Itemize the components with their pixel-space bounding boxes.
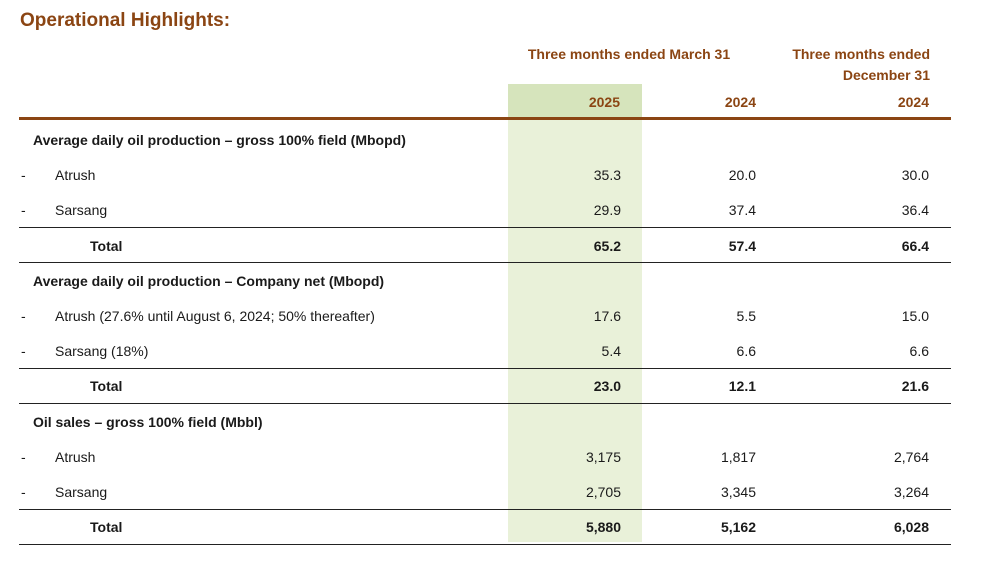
total-top-rule — [19, 368, 951, 369]
value-q1-2025: 65.2 — [593, 237, 621, 254]
header-year-2024-q1: 2024 — [724, 94, 756, 110]
value-q1-2025: 3,175 — [585, 448, 621, 465]
row-dash: - — [21, 308, 26, 324]
section-header-row: Average daily oil production – Company n… — [0, 263, 981, 298]
value-q4-2024: 66.4 — [901, 237, 929, 254]
section-label: Oil sales – gross 100% field (Mbbl) — [33, 413, 263, 430]
value-q4-2024: 30.0 — [901, 167, 929, 184]
table-row: - Sarsang 2,705 3,345 3,264 — [0, 474, 981, 509]
highlight-column — [508, 84, 642, 542]
value-q1-2024: 20.0 — [728, 167, 756, 184]
value-q1-2024: 57.4 — [728, 237, 756, 254]
row-label: Sarsang (18%) — [55, 343, 149, 360]
value-q4-2024: 21.6 — [901, 378, 929, 395]
row-dash: - — [21, 202, 26, 219]
header-rule — [19, 117, 951, 120]
total-row: Total 5,880 5,162 6,028 — [0, 509, 981, 544]
header-year-2025: 2025 — [588, 94, 620, 110]
header-quarter-group: Three months ended March 31 — [527, 46, 731, 62]
row-label: Atrush (27.6% until August 6, 2024; 50% … — [55, 308, 375, 324]
value-q1-2024: 6.6 — [736, 343, 756, 360]
section-label: Average daily oil production – gross 100… — [33, 132, 406, 148]
row-label: Atrush — [55, 448, 96, 465]
table-row: - Sarsang (18%) 5.4 6.6 6.6 — [0, 333, 981, 368]
total-top-rule — [19, 509, 951, 510]
value-q1-2024: 12.1 — [728, 378, 756, 395]
total-bottom-rule — [19, 403, 951, 404]
value-q1-2025: 29.9 — [593, 202, 621, 219]
row-label: Sarsang — [55, 484, 108, 500]
row-dash: - — [21, 343, 26, 360]
total-label: Total — [90, 237, 123, 254]
highlight-column-header — [508, 84, 642, 118]
table-row: - Sarsang 29.9 37.4 36.4 — [0, 192, 981, 227]
total-row: Total 23.0 12.1 21.6 — [0, 368, 981, 403]
header-december-group: Three months ended December 31 — [760, 44, 930, 86]
total-top-rule — [19, 227, 951, 228]
header-december-line2: December 31 — [842, 67, 930, 83]
value-q4-2024: 6,028 — [893, 519, 929, 536]
value-q1-2024: 5.5 — [736, 308, 756, 324]
value-q4-2024: 36.4 — [901, 202, 929, 219]
section-label: Average daily oil production – Company n… — [33, 272, 385, 289]
header-year-2024-q4: 2024 — [897, 94, 929, 110]
total-label: Total — [90, 378, 123, 395]
header-december-line1: Three months ended — [792, 46, 930, 62]
value-q1-2024: 3,345 — [720, 484, 756, 500]
value-q1-2025: 5,880 — [585, 519, 621, 536]
table-row: - Atrush (27.6% until August 6, 2024; 50%… — [0, 298, 981, 333]
value-q1-2025: 5.4 — [601, 343, 621, 360]
total-row: Total 65.2 57.4 66.4 — [0, 228, 981, 263]
row-dash: - — [21, 484, 26, 500]
row-dash: - — [21, 167, 26, 184]
section-header-row: Oil sales – gross 100% field (Mbbl) — [0, 404, 981, 439]
row-label: Atrush — [55, 167, 96, 184]
value-q1-2025: 23.0 — [593, 378, 621, 395]
table-row: - Atrush 3,175 1,817 2,764 — [0, 439, 981, 474]
table-row: - Atrush 35.3 20.0 30.0 — [0, 157, 981, 192]
row-dash: - — [21, 448, 26, 465]
page-title: Operational Highlights: — [20, 10, 231, 31]
value-q4-2024: 6.6 — [909, 343, 929, 360]
total-bottom-rule — [19, 262, 951, 263]
value-q1-2025: 17.6 — [593, 308, 621, 324]
total-bottom-rule — [19, 544, 951, 545]
row-label: Sarsang — [55, 202, 108, 219]
value-q1-2024: 5,162 — [720, 519, 756, 536]
value-q1-2024: 37.4 — [728, 202, 756, 219]
section-header-row: Average daily oil production – gross 100… — [0, 122, 981, 157]
value-q4-2024: 3,264 — [893, 484, 929, 500]
total-label: Total — [90, 519, 123, 536]
value-q1-2025: 35.3 — [593, 167, 621, 184]
value-q4-2024: 2,764 — [893, 448, 929, 465]
value-q1-2024: 1,817 — [720, 448, 756, 465]
value-q4-2024: 15.0 — [901, 308, 929, 324]
value-q1-2025: 2,705 — [585, 484, 621, 500]
